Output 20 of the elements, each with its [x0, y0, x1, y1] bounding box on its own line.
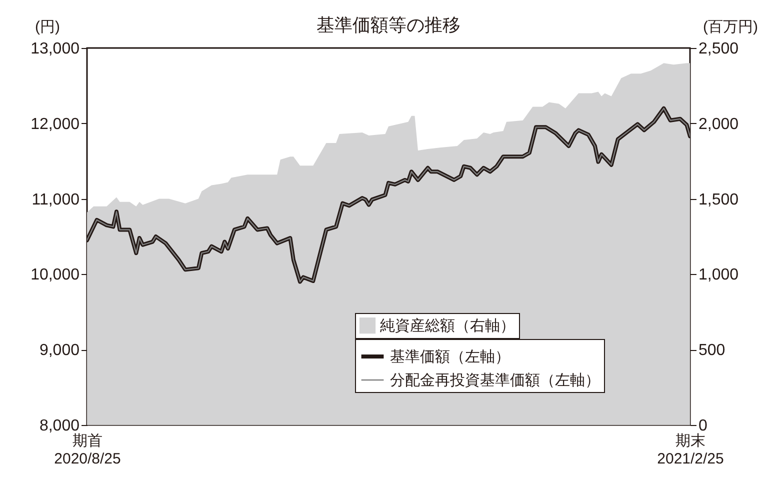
y2-axis-title: (百万円)	[703, 18, 758, 36]
legend-label: 分配金再投資基準価額（左軸）	[390, 372, 600, 389]
y-tick-label: 9,000	[39, 342, 80, 360]
y2-tick-label: 500	[698, 342, 726, 360]
y-tick-label: 13,000	[30, 40, 80, 58]
legend-label: 純資産総額（右軸）	[380, 318, 515, 334]
x-tick-label: 期末 2021/2/25	[657, 432, 724, 468]
y2-tick-label: 2,500	[698, 40, 739, 58]
y2-tick-label: 2,000	[698, 116, 739, 133]
x-tick-label: 期首 2020/8/25	[54, 432, 121, 468]
y2-tick-label: 0	[698, 418, 708, 434]
y-tick-label: 11,000	[32, 191, 80, 208]
y-tick-label: 10,000	[30, 266, 80, 284]
y-tick-label: 8,000	[39, 418, 80, 434]
y-tick-label: 12,000	[30, 116, 80, 133]
legend-label: 基準価額（左軸）	[390, 348, 510, 366]
chart-title: 基準価額等の推移	[316, 15, 460, 35]
y2-tick-label: 1,500	[698, 191, 739, 208]
y2-tick-label: 1,000	[698, 266, 739, 284]
y-axis-title: (円)	[35, 18, 60, 36]
